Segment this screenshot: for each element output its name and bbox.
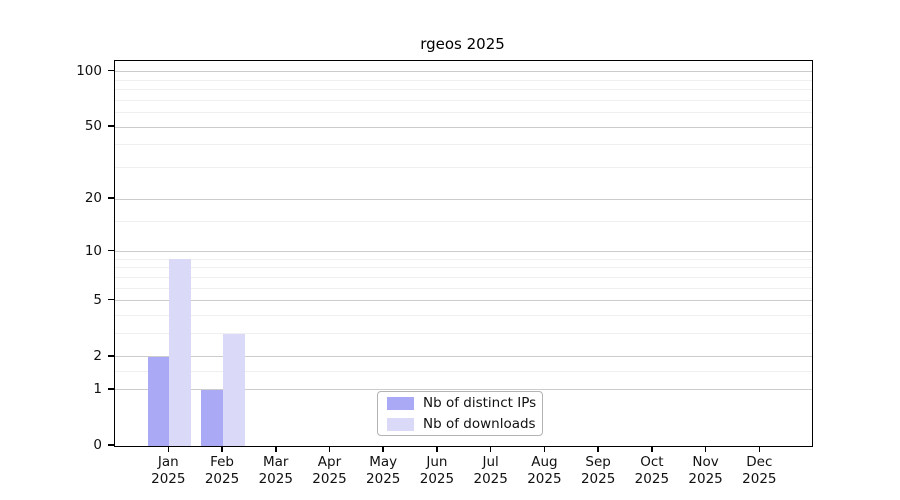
y-tick-label: 50 — [84, 118, 102, 135]
y-tick-label: 1 — [93, 380, 102, 397]
gridline-major — [115, 389, 812, 391]
y-tick-mark — [108, 355, 114, 357]
x-tick-month: Aug — [531, 454, 558, 470]
y-tick-label: 20 — [84, 190, 102, 207]
plot-area — [114, 60, 813, 447]
gridline-minor — [115, 220, 812, 222]
y-tick-label: 10 — [84, 242, 102, 259]
gridline-minor — [115, 144, 812, 146]
gridline-minor — [115, 112, 812, 114]
gridline-major — [115, 71, 812, 73]
y-tick-label: 100 — [76, 62, 102, 79]
legend-row: Nb of distinct IPs — [387, 395, 542, 411]
x-tick-mark — [704, 446, 707, 452]
x-tick-label: Mar 2025 — [244, 454, 308, 487]
x-tick-year: 2025 — [527, 470, 562, 487]
x-tick-month: May — [369, 454, 398, 470]
x-tick-label: Sep 2025 — [566, 454, 630, 487]
x-tick-mark — [382, 446, 384, 452]
x-tick-year: 2025 — [366, 470, 401, 487]
legend-label: Nb of downloads — [423, 416, 536, 432]
legend-swatch — [387, 417, 414, 431]
x-tick-label: Feb 2025 — [190, 454, 254, 487]
gridline-minor — [115, 166, 812, 168]
gridline-minor — [115, 287, 812, 289]
x-tick-year: 2025 — [473, 470, 508, 487]
x-tick-mark — [275, 446, 277, 452]
legend-row: Nb of downloads — [387, 416, 542, 432]
legend: Nb of distinct IPs Nb of downloads — [377, 391, 543, 436]
x-tick-month: Oct — [640, 454, 664, 470]
bar-downloads — [223, 333, 245, 446]
y-tick-mark — [108, 69, 114, 72]
bar-distinct-ips — [201, 389, 224, 446]
y-tick-mark — [108, 249, 114, 252]
gridline-minor — [115, 371, 812, 373]
bar-distinct-ips — [147, 356, 170, 446]
gridline-major — [115, 356, 812, 358]
x-tick-mark — [758, 446, 761, 452]
x-tick-mark — [221, 446, 223, 452]
x-tick-mark — [597, 446, 599, 452]
y-tick-label: 0 — [93, 437, 102, 453]
x-tick-month: Apr — [317, 454, 342, 470]
x-tick-year: 2025 — [204, 470, 240, 487]
y-tick-mark — [108, 197, 114, 199]
y-tick-mark — [108, 298, 114, 301]
bar-downloads — [169, 259, 191, 446]
x-tick-label: Jan 2025 — [136, 454, 200, 487]
x-tick-year: 2025 — [742, 470, 777, 487]
x-tick-month: Nov — [692, 454, 719, 470]
gridline-major — [115, 300, 812, 302]
x-tick-year: 2025 — [580, 470, 616, 487]
x-tick-year: 2025 — [258, 470, 293, 487]
x-tick-label: May 2025 — [351, 454, 415, 487]
x-tick-month: Mar — [263, 454, 289, 470]
gridline-minor — [115, 89, 812, 91]
gridline-major — [115, 251, 812, 253]
x-tick-year: 2025 — [419, 470, 455, 487]
x-tick-month: Jun — [426, 454, 448, 470]
legend-swatch — [387, 396, 414, 410]
x-tick-year: 2025 — [688, 470, 723, 487]
y-tick-label: 5 — [93, 291, 102, 308]
gridline-minor — [115, 314, 812, 316]
x-tick-year: 2025 — [312, 470, 347, 487]
gridline-minor — [115, 79, 812, 81]
x-tick-label: Jul 2025 — [459, 454, 523, 487]
x-tick-month: Feb — [210, 454, 234, 470]
gridline-major — [115, 126, 812, 128]
legend-label: Nb of distinct IPs — [423, 395, 537, 411]
x-tick-year: 2025 — [151, 470, 186, 487]
gridline-minor — [115, 333, 812, 335]
y-tick-mark — [108, 388, 114, 390]
x-tick-month: Sep — [585, 454, 611, 470]
chart-title: rgeos 2025 — [420, 35, 505, 53]
gridline-minor — [115, 267, 812, 269]
y-tick-label: 2 — [93, 347, 102, 364]
x-tick-mark — [651, 446, 653, 452]
gridline-minor — [115, 99, 812, 101]
gridline-minor — [115, 276, 812, 278]
x-tick-mark — [328, 446, 331, 452]
x-tick-mark — [489, 446, 492, 452]
y-tick-mark — [108, 444, 114, 446]
gridline-minor — [115, 258, 812, 260]
x-tick-label: Apr 2025 — [297, 454, 361, 487]
x-tick-month: Dec — [746, 454, 773, 470]
y-tick-mark — [108, 125, 114, 127]
x-tick-label: Nov 2025 — [674, 454, 738, 487]
x-tick-month: Jul — [482, 454, 499, 470]
x-tick-mark — [543, 446, 546, 452]
gridline-major — [115, 198, 812, 200]
x-tick-mark — [167, 446, 170, 452]
x-tick-mark — [436, 446, 438, 452]
x-tick-month: Jan — [157, 454, 179, 470]
x-tick-label: Oct 2025 — [620, 454, 684, 487]
x-tick-label: Dec 2025 — [727, 454, 791, 487]
x-tick-year: 2025 — [634, 470, 670, 487]
x-tick-label: Aug 2025 — [512, 454, 576, 487]
x-tick-label: Jun 2025 — [405, 454, 469, 487]
